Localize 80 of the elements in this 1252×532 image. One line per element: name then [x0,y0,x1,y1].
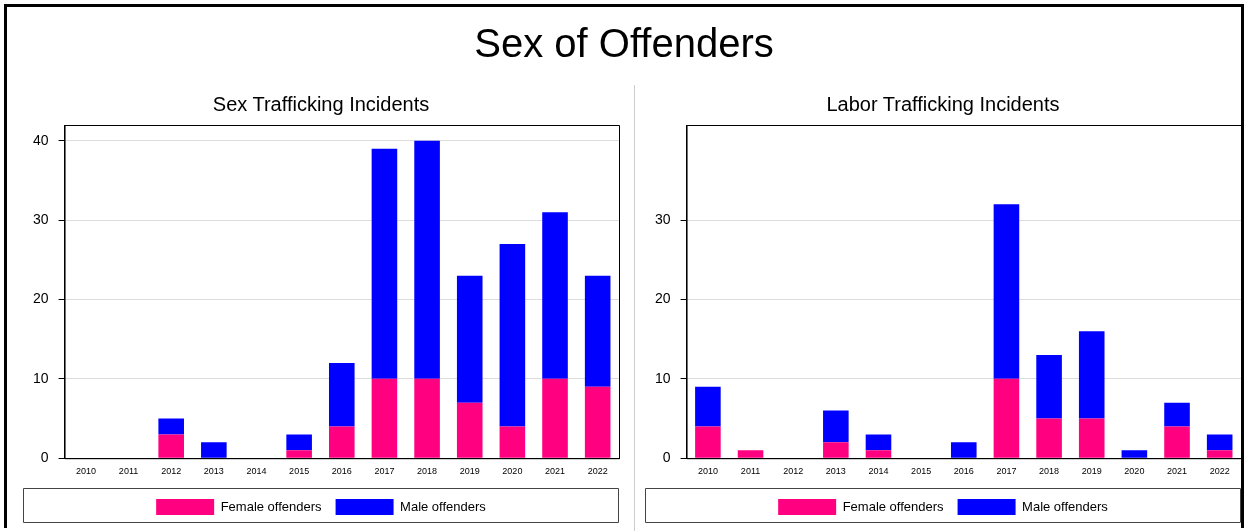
chart-title: Sex Trafficking Incidents [212,92,430,115]
bar [542,212,568,379]
y-tick-label: 10 [32,369,49,386]
x-tick-label: 2010 [697,466,718,477]
x-tick-label: 2016 [953,466,974,477]
x-tick-label: 2014 [246,466,267,477]
bar [201,442,227,458]
bar [286,434,312,451]
bar [371,148,398,379]
bar [328,363,355,427]
bar [1036,418,1062,458]
bar [158,418,184,435]
x-tick-label: 2011 [740,466,761,477]
y-tick-label: 30 [654,211,671,228]
bar [584,275,611,387]
x-tick-label: 2022 [587,466,608,477]
y-tick-label: 30 [32,211,49,228]
bar [456,402,483,458]
bar [414,378,440,458]
bar [1164,402,1190,427]
bar [993,204,1020,379]
y-tick-label: 10 [654,369,671,386]
chart-title: Labor Trafficking Incidents [826,92,1060,115]
bar [950,442,977,458]
legend-label: Female offenders [842,498,945,514]
y-tick-label: 40 [32,131,49,148]
x-tick-label: 2012 [783,466,804,477]
x-tick-label: 2013 [203,466,224,477]
bar [1121,450,1148,458]
x-tick-label: 2022 [1209,466,1230,477]
x-tick-label: 2014 [868,466,889,477]
bar [456,275,483,403]
x-tick-label: 2011 [118,466,139,477]
text: Sex of Offenders [473,21,775,66]
x-tick-label: 2015 [911,466,932,477]
bar [1078,418,1105,458]
bar [1164,426,1190,458]
x-tick-label: 2021 [545,466,566,477]
y-tick-label: 0 [40,449,49,466]
x-tick-label: 2020 [502,466,523,477]
x-tick-label: 2012 [161,466,182,477]
bar [823,442,849,458]
legend-label: Male offenders [400,498,487,514]
bar [695,386,721,427]
bar [414,140,440,379]
x-tick-label: 2017 [996,466,1017,477]
x-tick-label: 2015 [289,466,310,477]
x-tick-label: 2010 [75,466,96,477]
x-tick-label: 2020 [1124,466,1145,477]
bar [1206,450,1233,458]
legend-label: Female offenders [220,498,323,514]
bar [584,386,611,458]
bar [993,378,1020,458]
bar [695,426,721,458]
x-tick-label: 2019 [1081,466,1102,477]
y-tick-label: 20 [32,290,49,307]
x-tick-label: 2018 [417,466,438,477]
bar [1036,355,1062,419]
bar [823,410,849,443]
x-tick-label: 2017 [374,466,395,477]
bar [499,244,526,427]
bar [328,426,355,458]
y-tick-label: 0 [662,449,671,466]
bar [158,434,184,458]
y-tick-label: 20 [654,290,671,307]
x-tick-label: 2019 [459,466,480,477]
x-tick-label: 2013 [825,466,846,477]
bar [286,450,312,458]
x-tick-label: 2018 [1039,466,1060,477]
bar [371,378,398,458]
x-tick-label: 2016 [331,466,352,477]
bar [542,378,568,458]
x-tick-label: 2021 [1167,466,1188,477]
bar [1078,331,1105,419]
bar [499,426,526,458]
bar [865,450,892,458]
legend-label: Male offenders [1022,498,1109,514]
bar [737,450,764,458]
bar [865,434,892,451]
bar [1206,434,1233,451]
